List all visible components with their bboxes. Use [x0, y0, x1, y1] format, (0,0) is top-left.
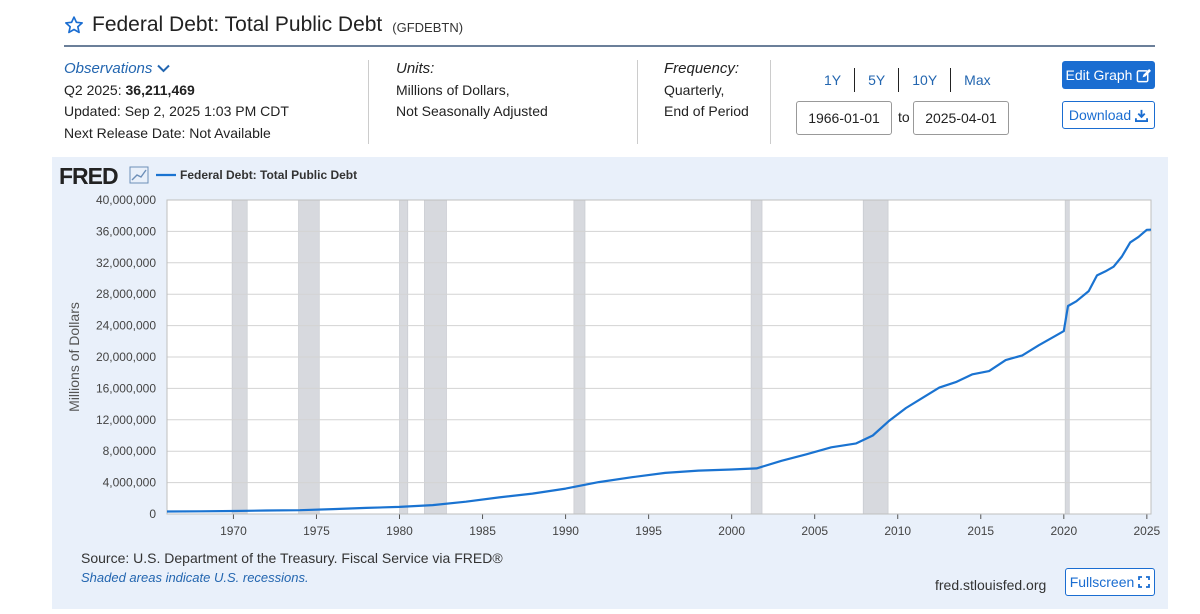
units-block: Units: Millions of Dollars, Not Seasonal… [396, 58, 548, 123]
divider [637, 60, 638, 144]
edit-graph-button[interactable]: Edit Graph [1062, 61, 1155, 89]
y-tick-label: 32,000,000 [96, 256, 156, 270]
plot-border [166, 199, 1152, 515]
x-tick-label: 1970 [220, 524, 247, 538]
range-10y[interactable]: 10Y [899, 68, 952, 92]
y-tick-label: 24,000,000 [96, 319, 156, 333]
edit-icon [1137, 68, 1152, 82]
recession-note[interactable]: Shaded areas indicate U.S. recessions. [81, 570, 309, 585]
source-text: Source: U.S. Department of the Treasury.… [81, 550, 503, 566]
date-to-label: to [898, 109, 910, 125]
latest-observation: Q2 2025: 36,211,469 [64, 80, 289, 102]
y-tick-label: 12,000,000 [96, 413, 156, 427]
debt-line-chart[interactable]: 0 4,000,000 8,000,000 12,000,000 16,000,000 2… [52, 157, 1168, 557]
x-tick-label: 2020 [1050, 524, 1077, 538]
observations-block: Observations Q2 2025: 36,211,469 Updated… [64, 58, 289, 144]
download-button[interactable]: Download [1062, 101, 1155, 129]
x-tick-label: 1980 [386, 524, 413, 538]
title-row: Federal Debt: Total Public Debt (GFDEBTN… [64, 10, 463, 40]
fullscreen-label: Fullscreen [1069, 574, 1135, 590]
legend-label: Federal Debt: Total Public Debt [180, 168, 357, 182]
x-tick-label: 1995 [635, 524, 662, 538]
start-date-input[interactable]: 1966-01-01 [796, 101, 892, 135]
fullscreen-button[interactable]: Fullscreen [1065, 568, 1155, 596]
units-line1: Millions of Dollars, [396, 81, 510, 98]
range-max[interactable]: Max [964, 72, 991, 88]
page-title: Federal Debt: Total Public Debt [92, 13, 383, 36]
divider [770, 60, 771, 144]
y-axis-label: Millions of Dollars [66, 302, 82, 412]
chart-panel: 0 4,000,000 8,000,000 12,000,000 16,000,000 2… [52, 157, 1168, 609]
frequency-line2: End of Period [664, 103, 749, 119]
latest-period: Q2 2025: [64, 81, 126, 98]
x-tick-label: 1990 [552, 524, 579, 538]
edit-graph-label: Edit Graph [1065, 67, 1133, 83]
observations-label: Observations [64, 60, 153, 77]
series-line [166, 228, 1152, 513]
divider [368, 60, 369, 144]
x-tick-label: 2005 [801, 524, 828, 538]
download-icon [1135, 109, 1149, 122]
chevron-down-icon [157, 65, 171, 73]
x-tick-label: 2010 [884, 524, 911, 538]
series-id: (GFDEBTN) [392, 19, 464, 35]
end-date-input[interactable]: 2025-04-01 [913, 101, 1009, 135]
fred-graph-icon-line [131, 169, 147, 181]
frequency-label: Frequency: [664, 60, 740, 77]
x-tick-label: 2025 [1133, 524, 1160, 538]
x-tick-label: 2015 [967, 524, 994, 538]
star-icon[interactable] [64, 15, 84, 35]
updated-text: Updated: Sep 2, 2025 1:03 PM CDT [64, 103, 289, 119]
site-link[interactable]: fred.stlouisfed.org [935, 577, 1047, 593]
x-tick-label: 1975 [303, 524, 330, 538]
fullscreen-icon [1138, 576, 1151, 588]
next-release-text: Next Release Date: Not Available [64, 124, 271, 141]
latest-value: 36,211,469 [125, 81, 195, 98]
y-tick-label: 20,000,000 [96, 350, 156, 364]
observations-toggle[interactable]: Observations [64, 58, 289, 80]
y-tick-label: 40,000,000 [96, 193, 156, 207]
frequency-line1: Quarterly, [664, 81, 725, 98]
range-5y[interactable]: 5Y [855, 68, 900, 92]
y-tick-label: 4,000,000 [103, 476, 157, 490]
range-selector: 1Y 5Y 10Y Max [808, 68, 1004, 92]
y-tick-label: 8,000,000 [103, 444, 157, 458]
x-tick-label: 2000 [718, 524, 745, 538]
y-tick-label: 16,000,000 [96, 381, 156, 395]
units-label: Units: [396, 60, 435, 77]
title-divider [64, 45, 1155, 47]
y-tick-label: 36,000,000 [96, 224, 156, 238]
y-tick-label: 0 [149, 507, 156, 521]
fred-logo: FRED [59, 163, 118, 189]
frequency-block: Frequency: Quarterly, End of Period [664, 58, 749, 123]
units-line2: Not Seasonally Adjusted [396, 103, 548, 119]
download-label: Download [1068, 107, 1132, 123]
x-tick-label: 1985 [469, 524, 496, 538]
fred-graph-icon [129, 166, 149, 184]
range-1y[interactable]: 1Y [808, 68, 856, 92]
y-tick-label: 28,000,000 [96, 287, 156, 301]
